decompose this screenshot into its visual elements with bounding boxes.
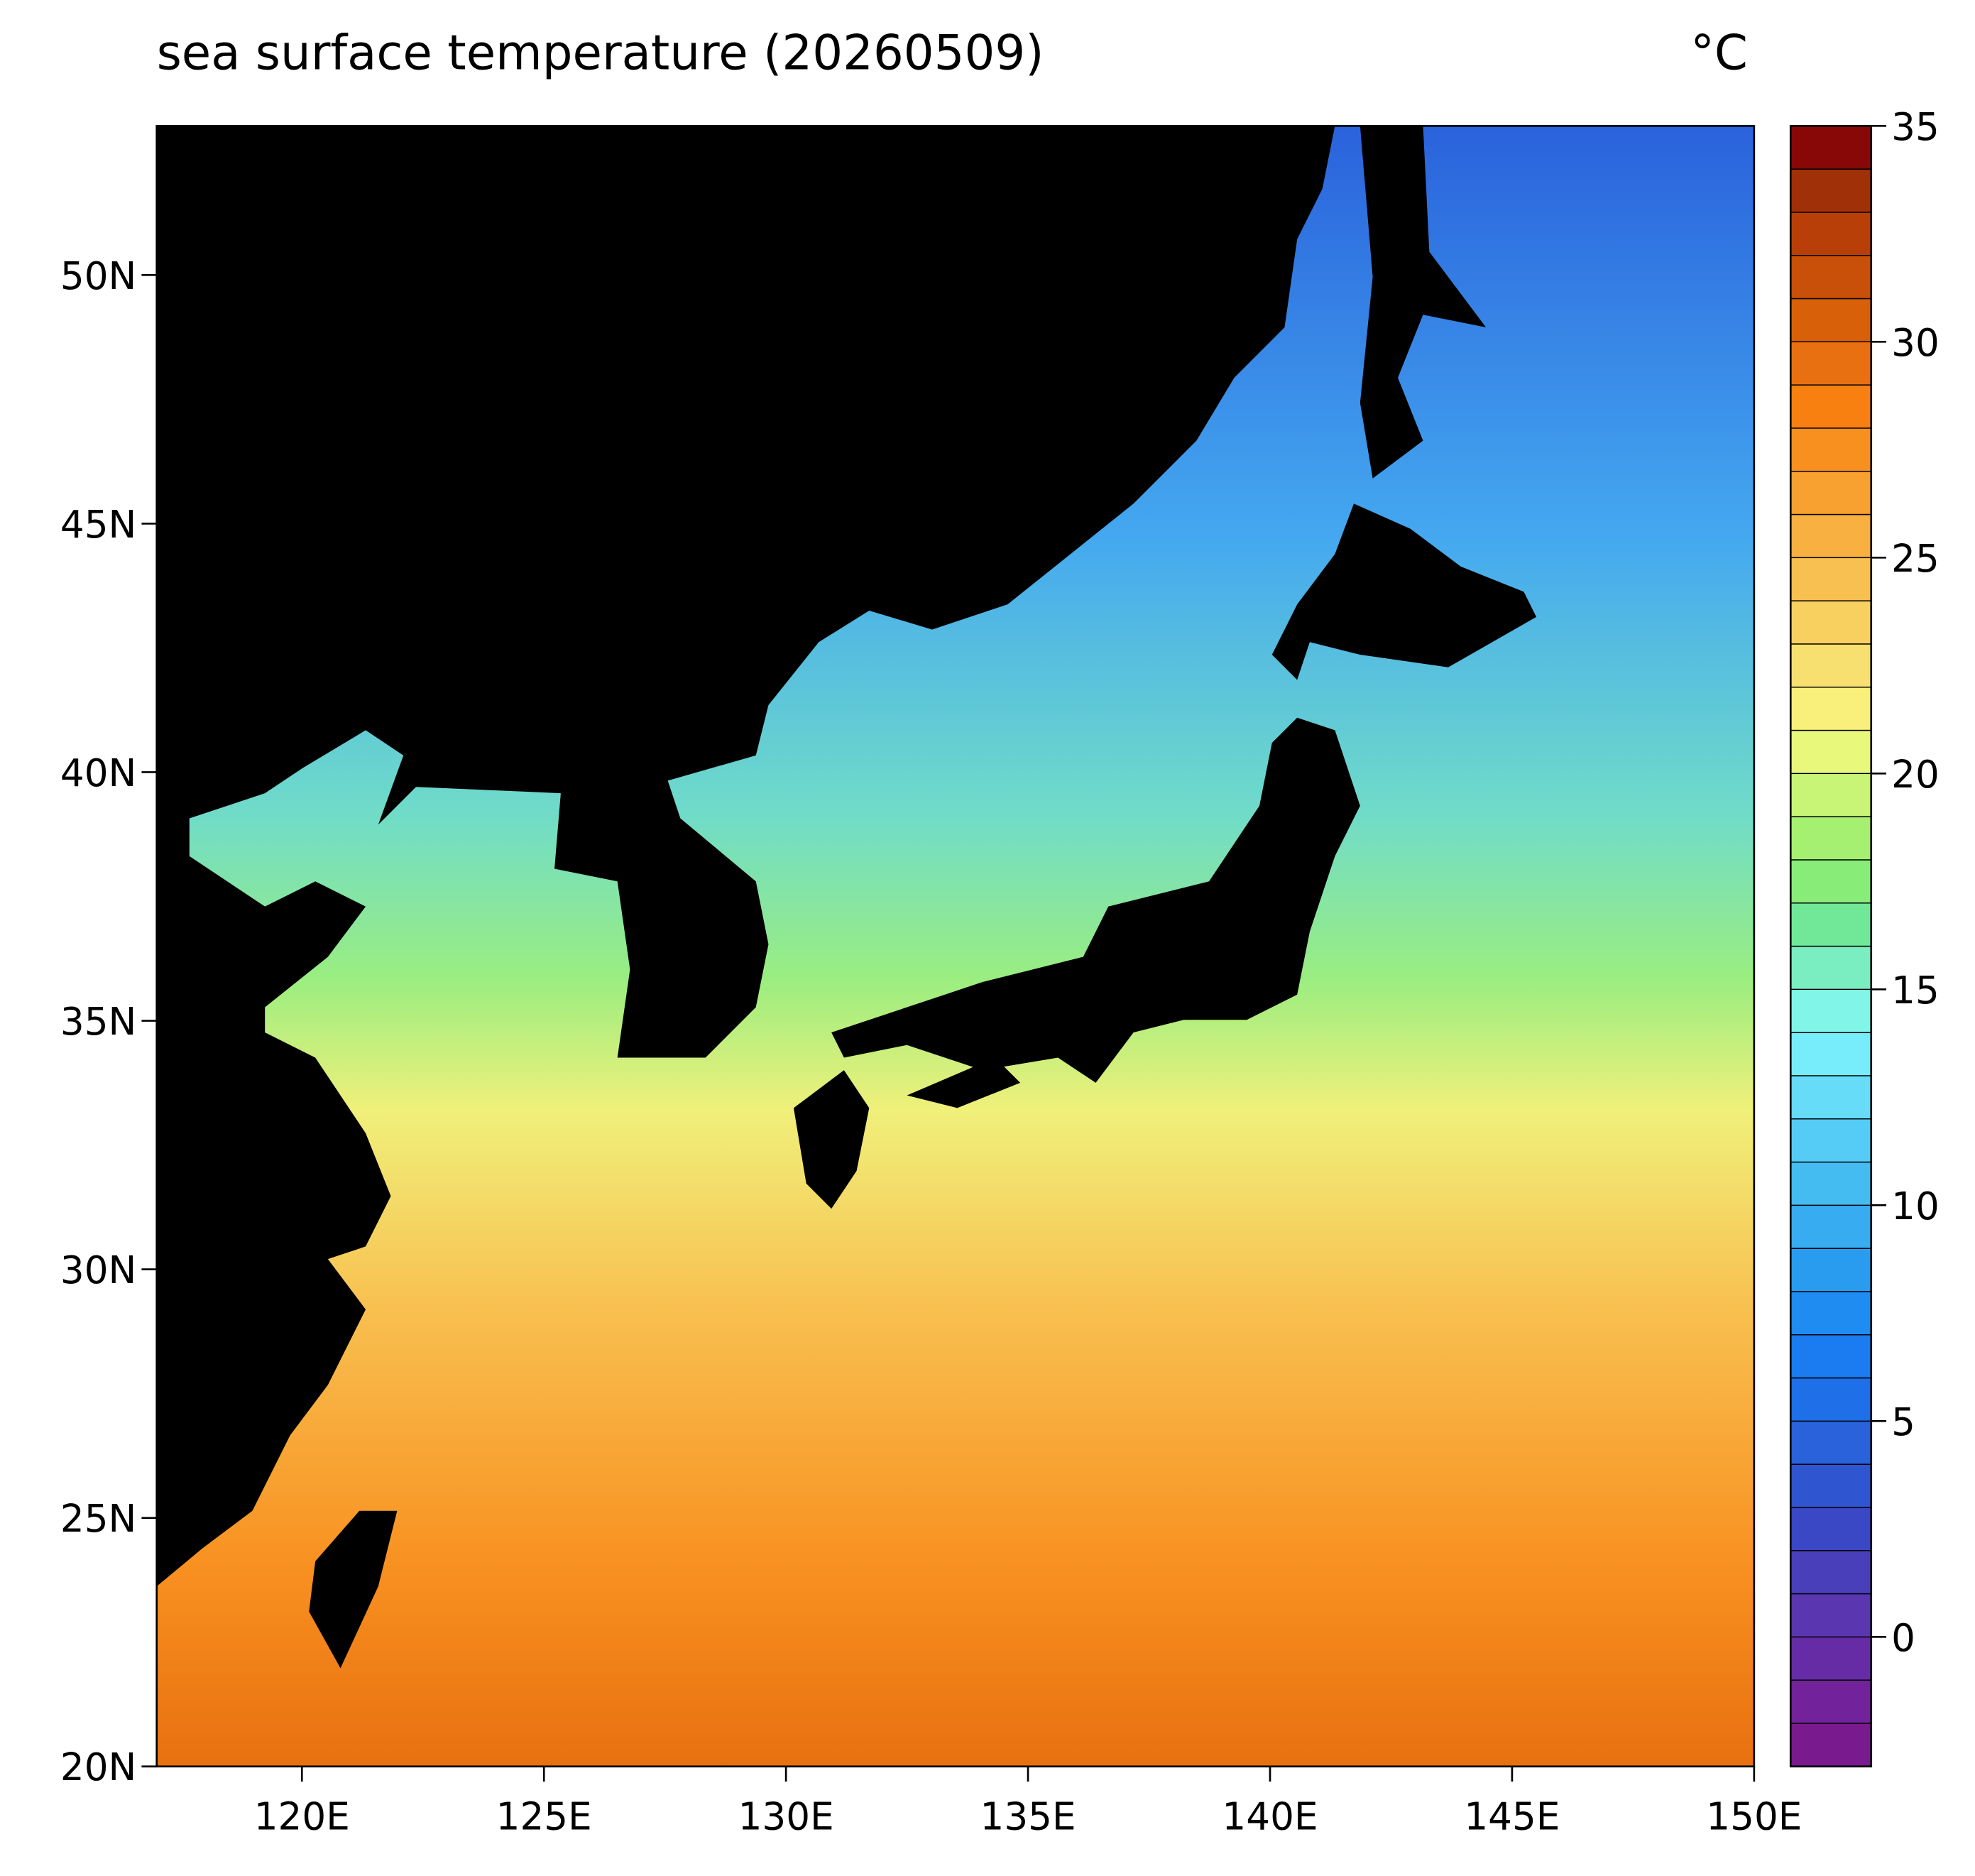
x-tick-label: 130E <box>738 1794 834 1838</box>
colorbar-tick-label: 30 <box>1891 321 1940 365</box>
colorbar-band <box>1790 773 1872 817</box>
y-tick-label: 40N <box>60 751 136 795</box>
colorbar-band <box>1790 729 1872 775</box>
colorbar-band <box>1790 988 1872 1033</box>
y-tick-label: 30N <box>60 1248 136 1292</box>
colorbar-band <box>1790 902 1872 947</box>
colorbar-tick-label: 10 <box>1891 1184 1940 1228</box>
y-tick-label: 45N <box>60 503 136 547</box>
colorbar-tick-label: 15 <box>1891 969 1940 1013</box>
colorbar-band <box>1790 1463 1872 1508</box>
colorbar-frame <box>1789 124 1873 1768</box>
x-tick-label: 125E <box>496 1794 592 1838</box>
colorbar-band <box>1790 1550 1872 1595</box>
colorbar-band <box>1790 1420 1872 1465</box>
colorbar-band <box>1790 945 1872 991</box>
colorbar-tick-label: 0 <box>1891 1616 1915 1660</box>
x-tick-label: 145E <box>1464 1794 1560 1838</box>
colorbar-band <box>1790 859 1872 904</box>
colorbar-band <box>1790 1248 1872 1292</box>
plot-frame <box>155 124 1756 1768</box>
colorbar-tick-label: 25 <box>1891 537 1940 581</box>
colorbar-band <box>1790 1334 1872 1379</box>
chart-title: sea surface temperature (20260509) <box>157 25 1044 81</box>
colorbar-band <box>1790 513 1872 559</box>
colorbar-band <box>1790 1075 1872 1120</box>
colorbar-band <box>1790 1032 1872 1076</box>
colorbar-band <box>1790 643 1872 688</box>
y-tick-label: 35N <box>60 1000 136 1044</box>
y-tick-label: 20N <box>60 1745 136 1789</box>
colorbar-band <box>1790 1593 1872 1638</box>
y-tick-label: 25N <box>60 1497 136 1541</box>
x-tick-label: 120E <box>254 1794 350 1838</box>
y-tick-label: 50N <box>60 254 136 298</box>
colorbar-band <box>1790 816 1872 861</box>
x-tick-label: 140E <box>1222 1794 1318 1838</box>
colorbar-band <box>1790 298 1872 343</box>
colorbar-band <box>1790 557 1872 601</box>
colorbar-band <box>1790 1204 1872 1249</box>
colorbar-tick-label: 20 <box>1891 753 1940 797</box>
colorbar-band <box>1790 1161 1872 1206</box>
colorbar-band <box>1790 471 1872 516</box>
x-tick-label: 135E <box>980 1794 1076 1838</box>
colorbar-tick-label: 35 <box>1891 105 1940 149</box>
colorbar-band <box>1790 1723 1872 1767</box>
colorbar-band <box>1790 1291 1872 1336</box>
colorbar-tick-label: 5 <box>1891 1400 1915 1444</box>
colorbar-band <box>1790 1679 1872 1724</box>
colorbar-band <box>1790 600 1872 645</box>
colorbar-band <box>1790 687 1872 731</box>
colorbar-band <box>1790 1118 1872 1163</box>
colorbar-band <box>1790 1507 1872 1551</box>
colorbar-band <box>1790 255 1872 300</box>
unit-label: °C <box>1690 25 1748 81</box>
colorbar-band <box>1790 384 1872 429</box>
colorbar-band <box>1790 212 1872 256</box>
land <box>156 126 1537 1669</box>
colorbar-band <box>1790 427 1872 472</box>
colorbar-band <box>1790 1377 1872 1422</box>
colorbar-band <box>1790 168 1872 213</box>
x-tick-label: 150E <box>1706 1794 1802 1838</box>
colorbar-band <box>1790 341 1872 386</box>
colorbar-band <box>1790 1636 1872 1681</box>
colorbar-band <box>1790 125 1872 170</box>
map <box>156 126 1754 1767</box>
